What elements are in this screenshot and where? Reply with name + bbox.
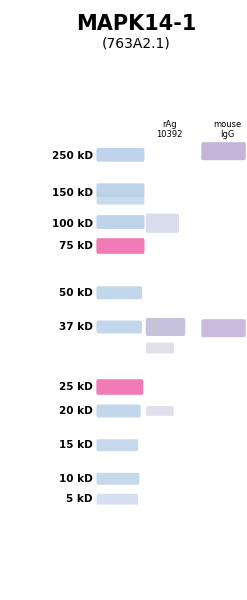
FancyBboxPatch shape: [201, 142, 246, 160]
FancyBboxPatch shape: [97, 194, 144, 205]
Text: 25 kD: 25 kD: [59, 382, 93, 392]
Text: 10 kD: 10 kD: [59, 474, 93, 484]
Text: 100 kD: 100 kD: [52, 219, 93, 229]
FancyBboxPatch shape: [96, 404, 141, 418]
Text: 37 kD: 37 kD: [59, 322, 93, 332]
Text: 15 kD: 15 kD: [59, 440, 93, 450]
Text: 5 kD: 5 kD: [66, 494, 93, 504]
FancyBboxPatch shape: [201, 319, 246, 337]
FancyBboxPatch shape: [96, 320, 142, 334]
FancyBboxPatch shape: [96, 148, 144, 161]
FancyBboxPatch shape: [97, 473, 139, 485]
FancyBboxPatch shape: [97, 439, 138, 451]
FancyBboxPatch shape: [146, 406, 174, 416]
Text: MAPK14-1: MAPK14-1: [76, 14, 196, 34]
Text: (763A2.1): (763A2.1): [102, 36, 170, 50]
Text: 150 kD: 150 kD: [52, 188, 93, 198]
FancyBboxPatch shape: [96, 379, 143, 395]
Text: 75 kD: 75 kD: [59, 241, 93, 251]
FancyBboxPatch shape: [96, 238, 144, 254]
Text: 20 kD: 20 kD: [59, 406, 93, 416]
FancyBboxPatch shape: [96, 286, 142, 299]
FancyBboxPatch shape: [146, 318, 185, 336]
Text: mouse
IgG: mouse IgG: [213, 120, 241, 139]
Text: 250 kD: 250 kD: [52, 151, 93, 161]
FancyBboxPatch shape: [96, 215, 144, 229]
Text: 50 kD: 50 kD: [59, 288, 93, 298]
FancyBboxPatch shape: [146, 343, 174, 353]
FancyBboxPatch shape: [97, 494, 138, 505]
Text: rAg
10392: rAg 10392: [156, 120, 182, 139]
FancyBboxPatch shape: [96, 183, 144, 197]
FancyBboxPatch shape: [146, 214, 179, 233]
